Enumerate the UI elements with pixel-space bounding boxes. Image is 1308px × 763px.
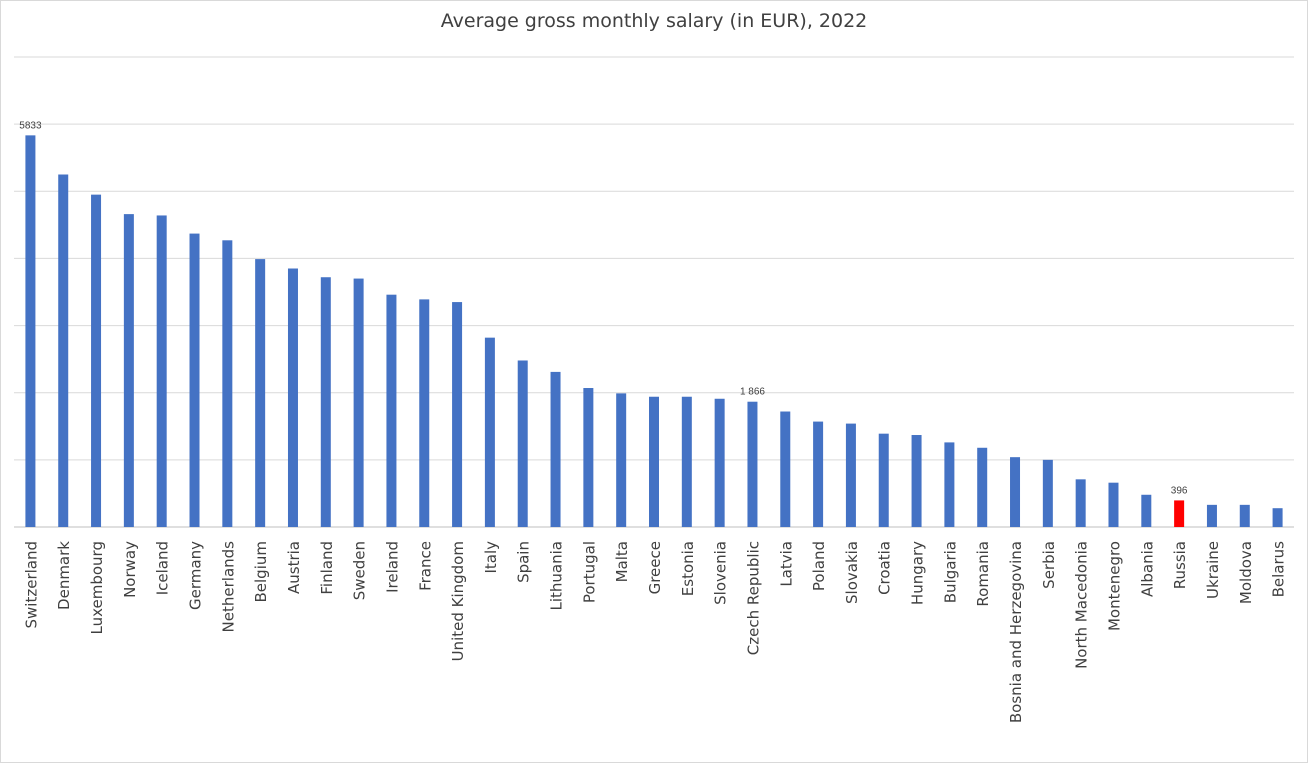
bar-denmark: [58, 174, 69, 527]
bar-switzerland: [25, 135, 36, 527]
x-tick-label: Germany: [187, 541, 205, 610]
bar-united-kingdom: [452, 302, 463, 527]
x-tick-label: Malta: [613, 541, 631, 582]
x-tick-label: Romania: [974, 541, 992, 607]
x-tick-label: Bosnia and Herzegovina: [1007, 541, 1025, 723]
bar-netherlands: [222, 240, 233, 528]
x-tick-label: Finland: [318, 541, 336, 595]
x-tick-label: Switzerland: [22, 541, 40, 629]
x-tick-label: Sweden: [351, 541, 369, 600]
bar-moldova: [1239, 504, 1250, 527]
bar-ukraine: [1206, 504, 1217, 527]
x-tick-label: Luxembourg: [88, 541, 106, 635]
bar-spain: [517, 360, 528, 527]
x-tick-label: Croatia: [876, 541, 894, 595]
x-tick-label: Hungary: [909, 541, 927, 605]
x-tick-label: Greece: [646, 541, 664, 594]
bar-montenegro: [1108, 482, 1119, 527]
bar-hungary: [911, 435, 922, 527]
x-tick-label: Iceland: [154, 541, 172, 595]
data-label: 1 866: [740, 387, 765, 398]
bar-bulgaria: [944, 442, 955, 527]
bar-poland: [813, 421, 824, 527]
x-tick-label: Lithuania: [548, 541, 566, 610]
x-tick-label: Belarus: [1270, 541, 1288, 598]
x-tick-label: United Kingdom: [449, 541, 467, 661]
x-tick-label: Portugal: [580, 541, 598, 603]
x-tick-label: Estonia: [679, 541, 697, 596]
x-tick-label: Serbia: [1040, 541, 1058, 589]
bar-bosnia-and-herzegovina: [1010, 457, 1021, 527]
bar-sweden: [353, 278, 364, 527]
bar-ireland: [386, 294, 397, 527]
x-tick-label: Russia: [1171, 541, 1189, 589]
bar-luxembourg: [91, 194, 102, 527]
bar-iceland: [156, 215, 167, 527]
bar-estonia: [681, 396, 692, 527]
bar-germany: [189, 233, 200, 528]
x-tick-label: Moldova: [1237, 541, 1255, 604]
bar-malta: [616, 393, 627, 527]
bar-slovenia: [714, 398, 725, 527]
x-tick-label: Netherlands: [219, 541, 237, 633]
bar-finland: [320, 277, 331, 527]
bar-lithuania: [550, 371, 561, 527]
bar-romania: [977, 447, 988, 527]
data-label: 396: [1171, 485, 1188, 496]
bar-austria: [287, 268, 298, 527]
bar-belgium: [255, 259, 266, 527]
x-tick-label: North Macedonia: [1073, 541, 1091, 669]
bar-north-macedonia: [1075, 479, 1086, 527]
data-label: 5833: [19, 120, 42, 131]
x-tick-label: Italy: [482, 541, 500, 574]
x-tick-label: Spain: [515, 541, 533, 583]
x-tick-label: Denmark: [55, 541, 73, 610]
bar-czech-republic: [747, 401, 758, 527]
x-tick-label: Ukraine: [1204, 541, 1222, 599]
x-tick-label: France: [416, 541, 434, 591]
bar-greece: [649, 396, 659, 527]
bar-belarus: [1272, 508, 1283, 527]
bar-serbia: [1042, 459, 1053, 527]
x-tick-label: Norway: [121, 541, 139, 598]
x-tick-label: Belgium: [252, 541, 270, 603]
bar-croatia: [878, 433, 889, 527]
bar-norway: [123, 214, 134, 527]
bar-italy: [484, 337, 495, 527]
bar-latvia: [780, 411, 791, 527]
x-tick-label: Ireland: [383, 541, 401, 593]
bar-portugal: [583, 388, 594, 527]
chart-title: Average gross monthly salary (in EUR), 2…: [440, 10, 868, 32]
bar-france: [419, 299, 430, 527]
x-tick-label: Austria: [285, 541, 303, 594]
x-tick-label: Latvia: [777, 541, 795, 587]
x-tick-label: Albania: [1138, 541, 1156, 597]
x-tick-label: Montenegro: [1105, 541, 1123, 631]
bar-russia: [1174, 500, 1185, 527]
x-tick-label: Slovenia: [712, 541, 730, 605]
bar-albania: [1141, 494, 1152, 527]
x-tick-label: Bulgaria: [941, 541, 959, 603]
bar-slovakia: [845, 423, 856, 527]
x-tick-label: Poland: [810, 541, 828, 591]
x-tick-label: Czech Republic: [744, 541, 762, 655]
x-tick-label: Slovakia: [843, 541, 861, 604]
